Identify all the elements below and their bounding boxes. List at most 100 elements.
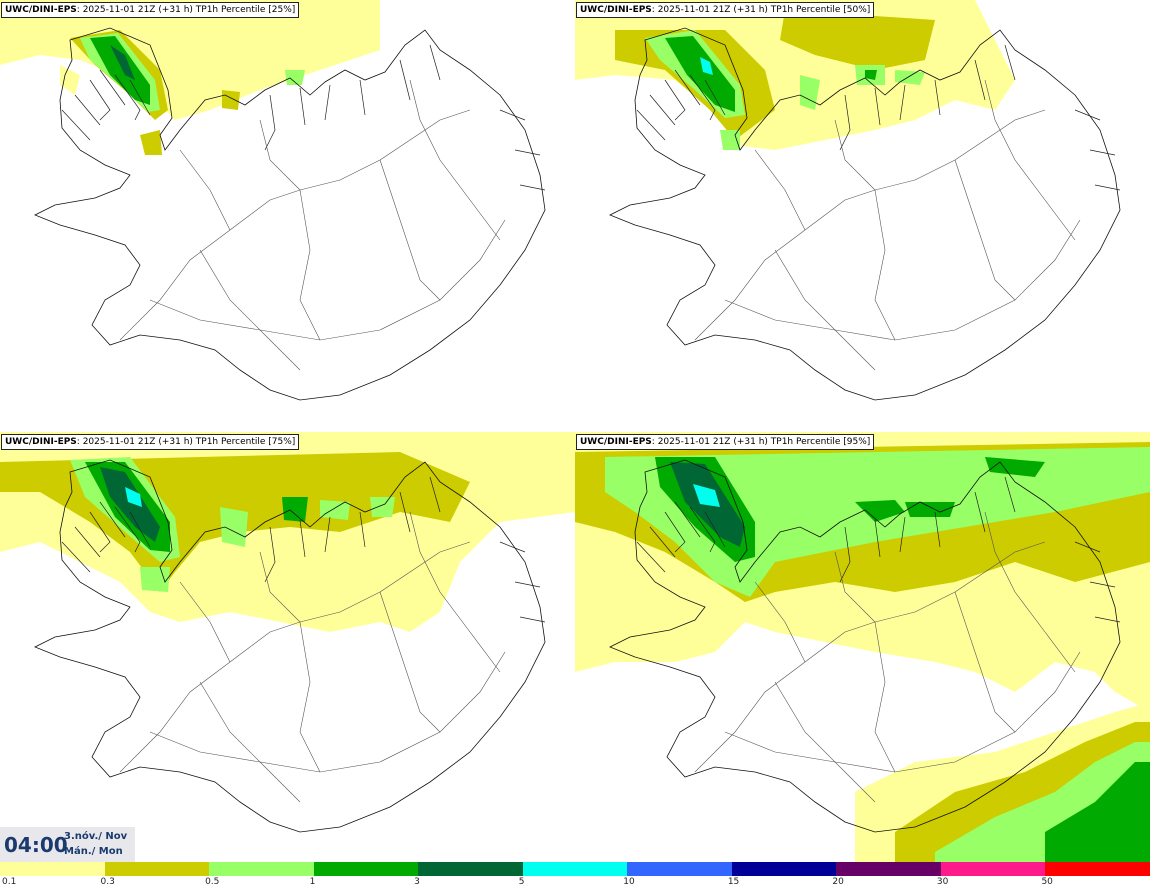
precip-map-p25 bbox=[0, 0, 546, 401]
fjord-line bbox=[689, 74, 716, 121]
road-line bbox=[149, 219, 506, 341]
model-name: UWC/DINI-EPS bbox=[580, 5, 652, 15]
precip-contour bbox=[220, 507, 248, 547]
precip-contour bbox=[90, 36, 150, 105]
colorbar-segment bbox=[0, 862, 105, 876]
road-line bbox=[984, 79, 1076, 241]
precip-contour bbox=[222, 90, 240, 110]
road-line bbox=[874, 621, 896, 773]
fjord-line bbox=[99, 501, 126, 538]
fjord-line bbox=[674, 501, 701, 538]
valid-date: 3.nóv./ Nov bbox=[64, 831, 128, 842]
precip-contour bbox=[780, 10, 935, 70]
fjord-line bbox=[1004, 476, 1016, 513]
road-line bbox=[409, 79, 501, 241]
colorbar-label: 20 bbox=[832, 877, 844, 887]
valid-weekday: Mán./ Mon bbox=[64, 846, 123, 857]
model-name: UWC/DINI-EPS bbox=[5, 5, 77, 15]
colorbar-label: 0.1 bbox=[2, 877, 17, 887]
fjord-line bbox=[99, 69, 126, 106]
fjord-line bbox=[974, 491, 986, 533]
precip-contour bbox=[865, 70, 877, 80]
colorbar-label: 1 bbox=[309, 877, 316, 887]
fjord-line bbox=[514, 581, 541, 588]
colorbar-segment bbox=[940, 862, 1046, 876]
precip-contour bbox=[693, 484, 720, 507]
precip-contour bbox=[855, 500, 905, 522]
road-line bbox=[774, 681, 876, 803]
road-line bbox=[299, 621, 321, 773]
road-line bbox=[754, 581, 806, 663]
precip-contour bbox=[285, 70, 305, 85]
road-line bbox=[774, 249, 876, 371]
road-line bbox=[834, 119, 876, 191]
fjord-line bbox=[636, 109, 666, 141]
fjord-line bbox=[874, 519, 881, 558]
colorbar-segment bbox=[627, 862, 732, 876]
road-line bbox=[149, 651, 506, 773]
fjord-line bbox=[499, 109, 526, 121]
fjord-line bbox=[519, 184, 546, 191]
fjord-line bbox=[359, 79, 366, 116]
coastline bbox=[34, 27, 546, 401]
fjord-line bbox=[839, 94, 851, 151]
precip-contour bbox=[1045, 762, 1150, 862]
colorbar-label: 3 bbox=[414, 877, 420, 887]
fjord-line bbox=[704, 511, 726, 548]
fjord-line bbox=[89, 79, 111, 121]
fjord-line bbox=[61, 109, 91, 141]
model-name: UWC/DINI-EPS bbox=[5, 437, 77, 447]
fjord-line bbox=[899, 84, 906, 121]
fjord-line bbox=[264, 526, 276, 583]
precip-contour bbox=[700, 57, 713, 75]
road-line bbox=[954, 159, 1016, 301]
road-line bbox=[379, 591, 441, 733]
fjord-line bbox=[934, 511, 941, 548]
fjord-line bbox=[1004, 44, 1016, 81]
road-line bbox=[409, 511, 501, 673]
fjord-line bbox=[1089, 581, 1116, 588]
precip-contour bbox=[60, 65, 80, 95]
road-line bbox=[954, 591, 1016, 733]
colorbar-label: 50 bbox=[1041, 877, 1053, 887]
road-line bbox=[119, 109, 471, 341]
precip-contour bbox=[140, 567, 170, 592]
fjord-line bbox=[974, 59, 986, 101]
fjord-line bbox=[689, 506, 716, 553]
road-line bbox=[259, 551, 301, 623]
road-line bbox=[874, 189, 896, 341]
precip-contour bbox=[800, 75, 820, 110]
colorbar-segment bbox=[836, 862, 941, 876]
fjord-line bbox=[89, 511, 111, 553]
colorbar-label: 15 bbox=[727, 877, 740, 887]
map-panel-p50: UWC/DINI-EPS: 2025-11-01 21Z (+31 h) TP1… bbox=[575, 0, 1150, 430]
fjord-line bbox=[704, 79, 726, 116]
precip-contour bbox=[100, 467, 160, 542]
panel-info: : 2025-11-01 21Z (+31 h) TP1h Percentile… bbox=[76, 437, 296, 447]
fjord-line bbox=[1094, 616, 1121, 623]
fjord-line bbox=[399, 59, 411, 101]
precip-map-p50 bbox=[575, 0, 1121, 401]
fjord-line bbox=[129, 511, 151, 548]
road-line bbox=[724, 651, 1081, 773]
fjord-line bbox=[429, 476, 441, 513]
fjord-line bbox=[1094, 184, 1121, 191]
coastline bbox=[609, 459, 1121, 833]
colorbar-label: 5 bbox=[518, 877, 525, 887]
precip-contour bbox=[0, 0, 380, 120]
panel-info: : 2025-11-01 21Z (+31 h) TP1h Percentile… bbox=[76, 5, 296, 15]
colorbar-segment bbox=[1045, 862, 1150, 876]
fjord-line bbox=[839, 526, 851, 583]
colorbar-segment bbox=[313, 862, 419, 876]
colorbar-label: 10 bbox=[623, 877, 635, 887]
fjord-line bbox=[649, 526, 676, 558]
fjord-line bbox=[1074, 541, 1101, 553]
road-line bbox=[984, 511, 1076, 673]
fjord-line bbox=[399, 491, 411, 533]
fjord-line bbox=[649, 94, 676, 126]
fjord-line bbox=[299, 519, 306, 558]
precip-map-p95 bbox=[575, 432, 1150, 862]
fjord-line bbox=[74, 526, 101, 558]
road-line bbox=[754, 149, 806, 231]
road-line bbox=[179, 581, 231, 663]
